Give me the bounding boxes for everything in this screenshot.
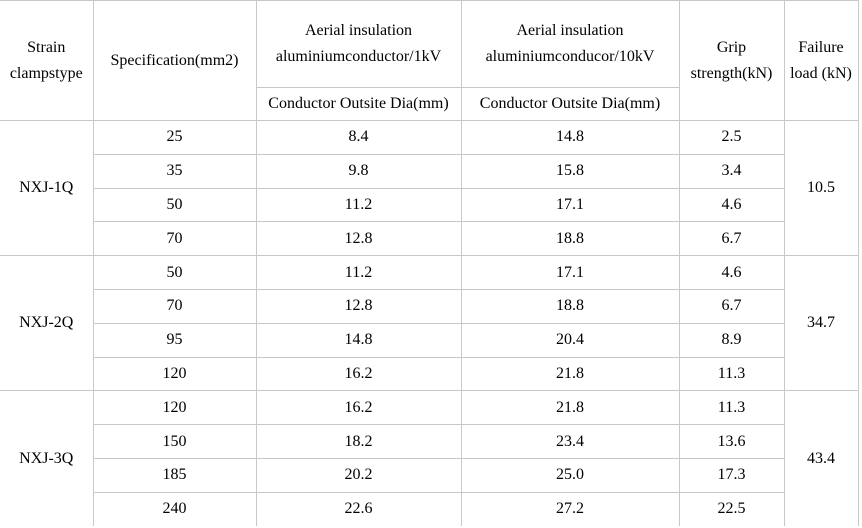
cell-spec: 50	[93, 255, 257, 290]
table-row: 95 14.8 20.4 8.9	[0, 323, 858, 358]
cell-grip: 4.6	[679, 188, 785, 223]
table-row: NXJ-3Q 120 16.2 21.8 11.3 43.4	[0, 390, 859, 527]
col-header-grip-strength: Grip strength(kN)	[679, 0, 785, 121]
cell-dia-1kv: 18.2	[256, 424, 462, 459]
cell-spec: 150	[93, 424, 257, 459]
col-header-strain-clamp-type: Strain clampstype	[0, 0, 94, 121]
cell-dia-1kv: 11.2	[256, 255, 462, 290]
cell-dia-1kv: 22.6	[256, 492, 462, 527]
cell-grip: 13.6	[679, 424, 785, 459]
cell-dia-10kv: 14.8	[461, 120, 680, 155]
col-header-failure-load: Failure load (kN)	[784, 0, 859, 121]
cell-dia-10kv: 17.1	[461, 255, 680, 290]
cell-spec: 35	[93, 154, 257, 189]
table-row: 150 18.2 23.4 13.6	[0, 424, 858, 459]
table-row: 70 12.8 18.8 6.7	[0, 289, 858, 324]
cell-dia-10kv: 18.8	[461, 221, 680, 257]
cell-spec: 120	[93, 357, 257, 392]
col-header-aerial-insulation-1kv: Aerial insulation aluminiumconductor/1kV	[256, 0, 462, 88]
cell-spec: 95	[93, 323, 257, 358]
cell-dia-10kv: 21.8	[461, 390, 680, 426]
table-row: 50 11.2 17.1 4.6	[0, 188, 858, 223]
cell-dia-10kv: 23.4	[461, 424, 680, 459]
cell-dia-10kv: 15.8	[461, 154, 680, 189]
table-row: 35 9.8 15.8 3.4	[0, 154, 858, 189]
table-row: 240 22.6 27.2 22.5	[0, 492, 858, 527]
subheader-conductor-dia-1kv: Conductor Outsite Dia(mm)	[256, 87, 462, 121]
cell-dia-1kv: 16.2	[256, 390, 462, 426]
cell-spec: 240	[93, 492, 257, 527]
subheader-conductor-dia-10kv: Conductor Outsite Dia(mm)	[461, 87, 680, 121]
col-header-aerial-insulation-10kv: Aerial insulation aluminiumconducor/10kV	[461, 0, 680, 88]
cell-grip: 11.3	[679, 357, 785, 392]
cell-spec: 120	[93, 390, 257, 426]
cell-dia-1kv: 11.2	[256, 188, 462, 223]
cell-dia-10kv: 25.0	[461, 458, 680, 493]
cell-grip: 11.3	[679, 390, 785, 426]
cell-failure-load-nxj-2q: 34.7	[784, 255, 859, 392]
cell-spec: 25	[93, 120, 257, 155]
cell-failure-load-nxj-3q: 43.4	[784, 390, 859, 527]
table-row: 120 16.2 21.8 11.3	[0, 357, 858, 392]
cell-grip: 6.7	[679, 221, 785, 257]
cell-failure-load-nxj-1q: 10.5	[784, 120, 859, 257]
group-label-nxj-3q: NXJ-3Q	[0, 390, 94, 527]
group-label-nxj-2q: NXJ-2Q	[0, 255, 94, 392]
table-row: 185 20.2 25.0 17.3	[0, 458, 858, 493]
cell-dia-10kv: 27.2	[461, 492, 680, 527]
cell-grip: 17.3	[679, 458, 785, 493]
cell-dia-10kv: 17.1	[461, 188, 680, 223]
cell-grip: 2.5	[679, 120, 785, 155]
header-row-sub: Conductor Outsite Dia(mm) Conductor Outs…	[0, 87, 858, 121]
col-header-specification: Specification(mm2)	[93, 0, 257, 121]
table-row: NXJ-1Q 25 8.4 14.8 2.5 10.5	[0, 120, 859, 257]
cell-dia-10kv: 21.8	[461, 357, 680, 392]
cell-dia-10kv: 20.4	[461, 323, 680, 358]
cell-grip: 4.6	[679, 255, 785, 290]
cell-grip: 3.4	[679, 154, 785, 189]
cell-dia-1kv: 12.8	[256, 221, 462, 257]
header-row-top: Strain clampstype Specification(mm2) Aer…	[0, 0, 859, 121]
cell-dia-1kv: 9.8	[256, 154, 462, 189]
cell-dia-1kv: 20.2	[256, 458, 462, 493]
cell-spec: 70	[93, 221, 257, 257]
cell-spec: 185	[93, 458, 257, 493]
cell-spec: 70	[93, 289, 257, 324]
cell-dia-1kv: 14.8	[256, 323, 462, 358]
cell-grip: 8.9	[679, 323, 785, 358]
table-row: 70 12.8 18.8 6.7	[0, 221, 858, 257]
table-row: NXJ-2Q 50 11.2 17.1 4.6 34.7	[0, 255, 859, 392]
cell-spec: 50	[93, 188, 257, 223]
cell-dia-10kv: 18.8	[461, 289, 680, 324]
cell-dia-1kv: 8.4	[256, 120, 462, 155]
cell-grip: 6.7	[679, 289, 785, 324]
cell-dia-1kv: 16.2	[256, 357, 462, 392]
cell-dia-1kv: 12.8	[256, 289, 462, 324]
group-label-nxj-1q: NXJ-1Q	[0, 120, 94, 257]
cell-grip: 22.5	[679, 492, 785, 527]
